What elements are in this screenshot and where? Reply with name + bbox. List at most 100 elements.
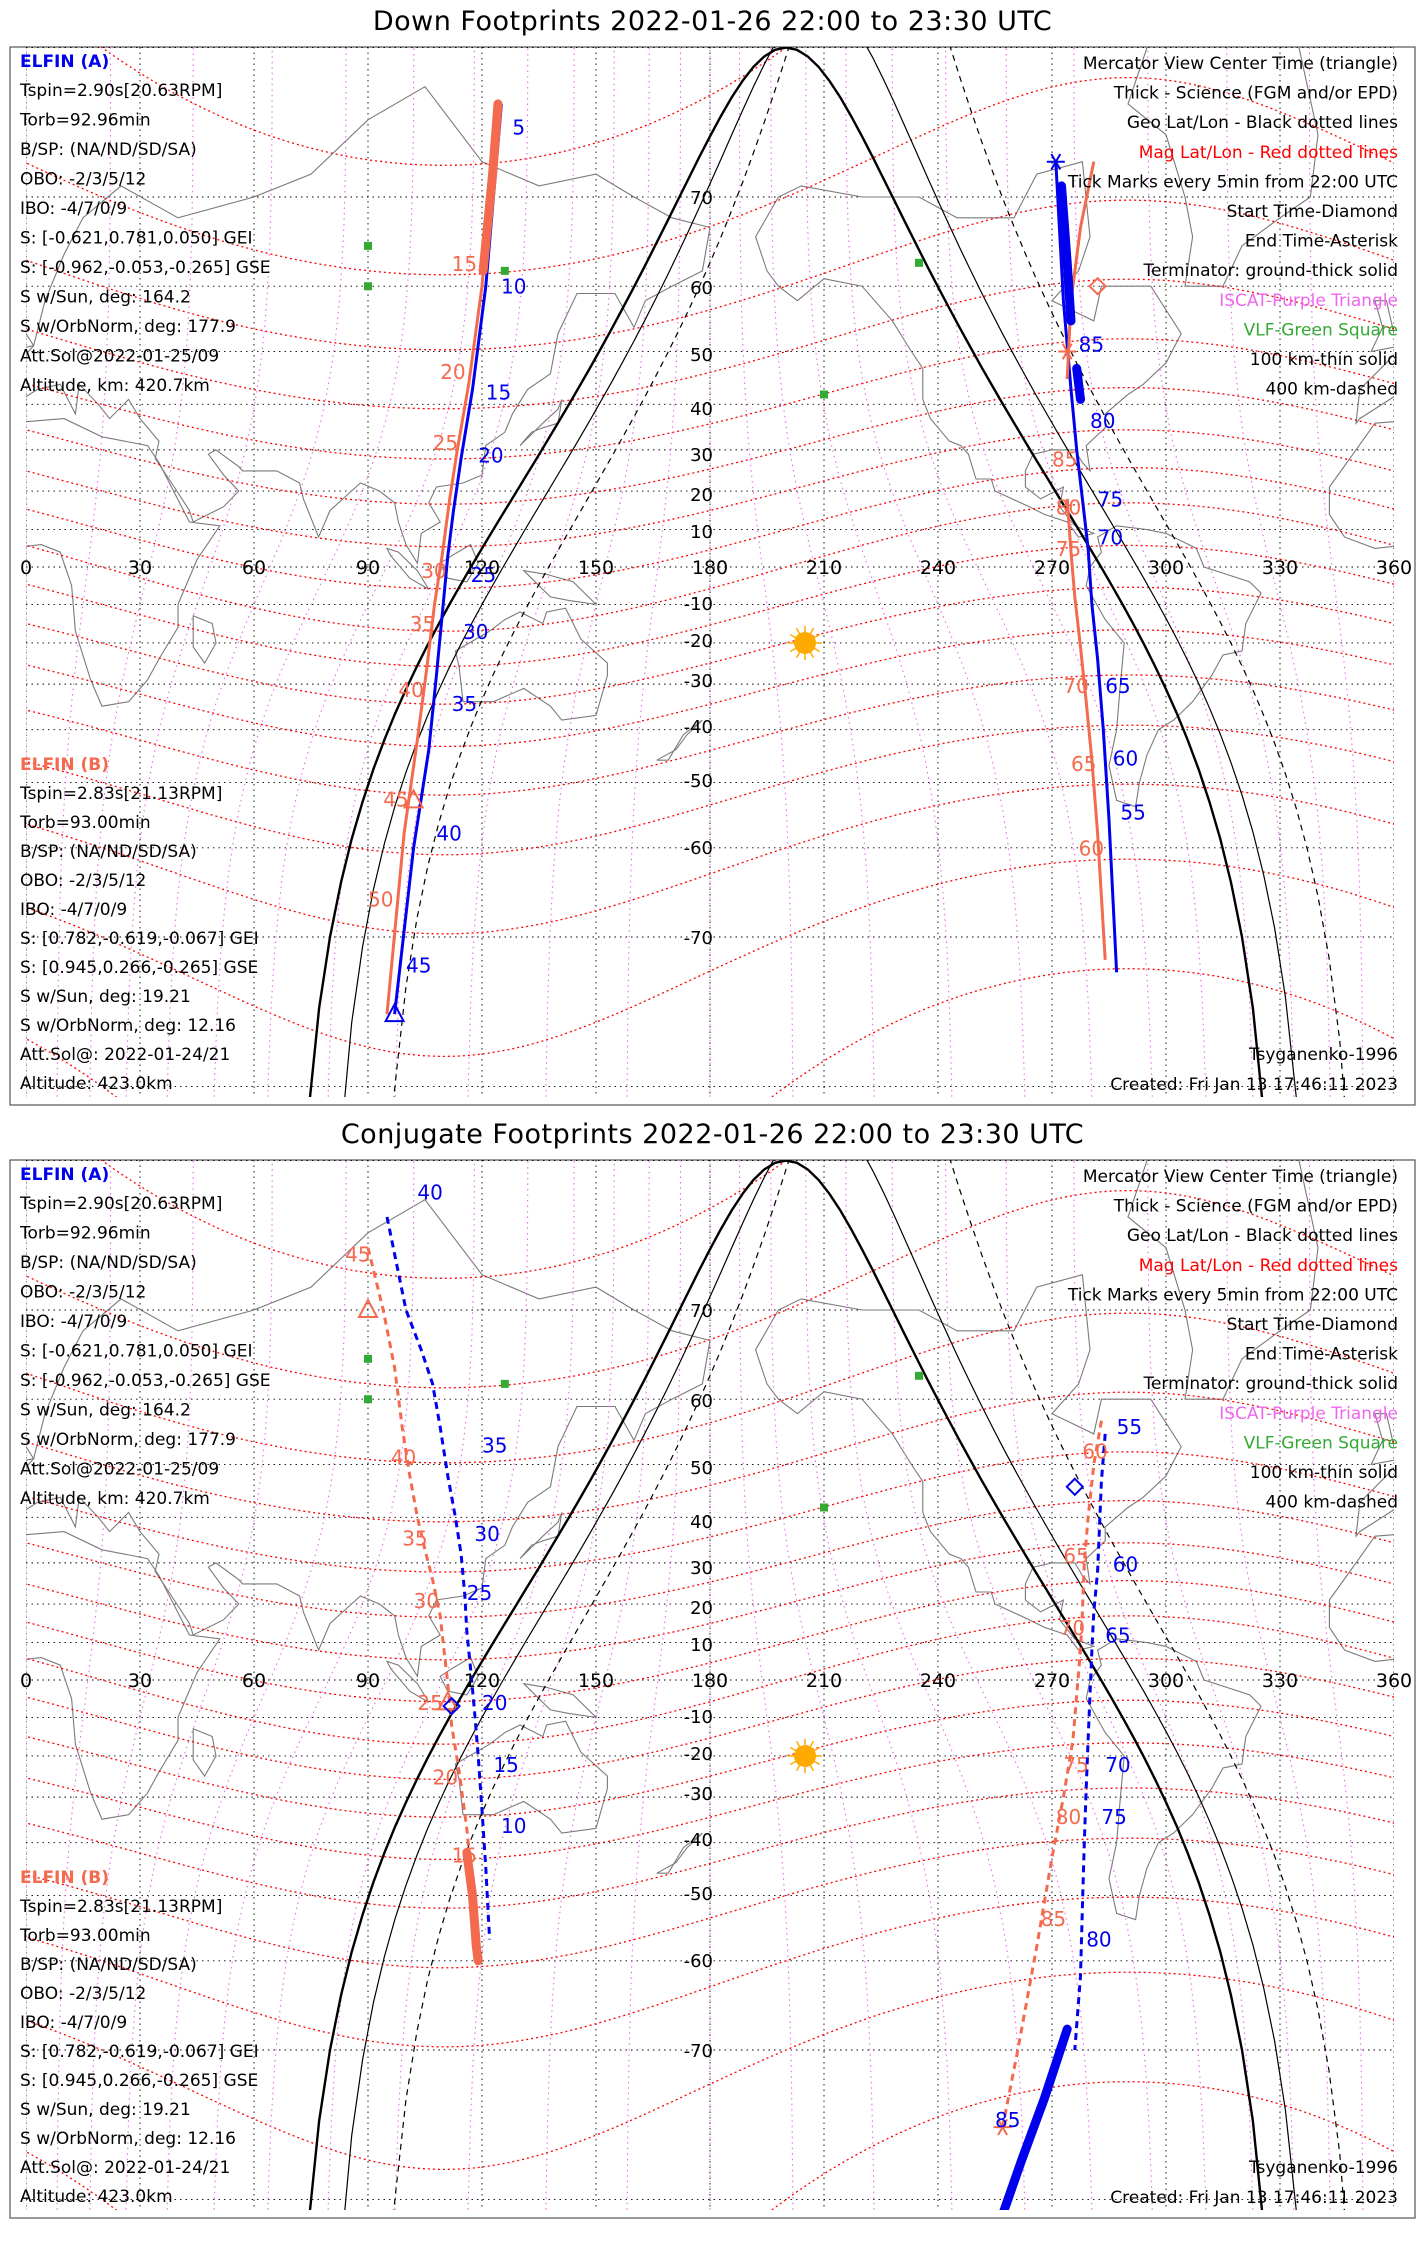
elfin-a-info-line: IBO: -4/7/0/9 [20,1312,127,1332]
elfin-a-info-line: OBO: -2/3/5/12 [20,170,146,190]
track-time-label: 60 [1082,1440,1107,1464]
elfin-a-info-line: S w/OrbNorm, deg: 177.9 [20,1430,236,1450]
down-footprints-panel: Down Footprints 2022-01-26 22:00 to 23:3… [0,0,1425,1113]
legend-line: 400 km-dashed [1266,380,1398,400]
elfin-b-info-line: S: [0.945,0.266,-0.265] GSE [20,2071,258,2091]
coastline [26,331,35,348]
coastline [26,418,221,707]
elfin-a-info-line: Att.Sol@2022-01-25/09 [20,1460,219,1480]
vlf-station-marker [500,1379,509,1388]
longitude-tick-label: 180 [692,1670,728,1692]
mag-parallel [26,544,1394,668]
vlf-station-marker [364,1354,372,1363]
legend-line: 100 km-thin solid [1250,350,1398,370]
elfin-b-info-line: OBO: -2/3/5/12 [20,1984,146,2004]
terminator-100km [344,47,1297,1097]
down-footprints-map: 5 10 15 20 25 30 35 40 45 55 60 65 70 75 80 85 15 20 25 30 3… [9,46,1416,1106]
latitude-tick-label: -30 [684,671,713,692]
elfin-a-info-line: S: [-0.962,-0.053,-0.265] GSE [20,258,271,278]
latitude-tick-label: -40 [684,717,713,738]
elfin-b-info-line: S w/OrbNorm, deg: 12.16 [20,1016,236,1036]
elfin-b-info-line: Torb=93.00min [19,1926,151,1946]
terminator [308,1160,1345,2210]
coastline [454,1720,608,1834]
vlf-station-marker [915,258,923,267]
sun-disk [794,631,816,654]
elfin-b-track [1001,1420,1103,2128]
elfin-a-info-line: S: [-0.621,0.781,0.050] GEI [20,1342,252,1362]
mag-parallel [26,629,1394,748]
elfin-a-info-line: S: [-0.962,-0.053,-0.265] GSE [20,1371,271,1391]
sun-icon [788,1738,822,1773]
legend-line: Thick - Science (FGM and/or EPD) [1113,1197,1398,1217]
mag-meridian [805,1160,953,2210]
elfin-a-info-line: S w/OrbNorm, deg: 177.9 [20,317,236,337]
mag-parallel [26,1579,1394,1703]
elfin-a-info-line: Altitude, km: 420.7km [20,1489,210,1509]
track-time-label: 80 [1056,1805,1081,1829]
track-time-label: 65 [1071,752,1096,776]
mag-parallel [26,1499,1394,1618]
mag-meridian [89,1160,194,2210]
longitude-tick-label: 240 [920,1670,956,1692]
elfin-b-info-line: Att.Sol@: 2022-01-24/21 [20,2158,230,2178]
vlf-station-marker [915,1371,923,1380]
latitude-tick-label: -50 [684,1884,713,1905]
elfin-b-info-line: IBO: -4/7/0/9 [20,2013,127,2033]
track-time-label: 45 [345,1243,370,1267]
track-time-label: 65 [1105,674,1130,698]
elfin-b-info-line: Altitude: 423.0km [20,1074,173,1094]
track-time-label: 35 [482,1434,507,1458]
coastline [519,1512,563,1559]
elfin-a-info-line: S w/Sun, deg: 164.2 [20,288,191,308]
legend-line: Mercator View Center Time (triangle) [1083,1167,1398,1187]
mag-meridians [26,1160,1364,2210]
legend-line: VLF-Green Square [1244,1433,1398,1453]
mag-parallel [26,1312,1394,1464]
elfin-b-info-line: S w/OrbNorm, deg: 12.16 [20,2129,236,2149]
track-time-label: 25 [467,1581,492,1605]
mag-meridian [166,1160,347,2210]
coastline [26,85,711,565]
track-time-label: 75 [1056,537,1081,561]
latitude-tick-label: -10 [684,594,713,615]
longitude-tick-label: 120 [464,1670,500,1692]
latitude-tick-label: -60 [684,838,713,859]
mag-parallel [26,1451,1394,1573]
track-time-label: 30 [463,620,488,644]
elfin-a-info-line: Torb=92.96min [19,111,151,131]
track-time-label: 70 [1060,1616,1085,1640]
mag-parallel [26,1391,1394,1523]
track-time-label: 20 [433,1765,458,1789]
latitude-tick-label: -20 [684,1744,713,1765]
map-plot-area: 40 35 30 25 20 15 10 55 60 65 70 75 80 85 45 40 35 30 25 20… [26,1160,1394,2210]
latitude-tick-label: 70 [690,1301,713,1322]
mag-meridian [1226,1160,1331,2210]
asterisk-stroke [1061,343,1073,360]
mag-parallel [26,783,1394,935]
longitude-tick-label: 270 [1034,557,1070,579]
latitude-tick-label: -10 [684,1707,713,1728]
mag-meridian [467,1160,615,2210]
elfin-b-info-line: Tspin=2.83s[21.13RPM] [19,784,222,804]
coastline [385,547,430,590]
mag-grid [26,1160,1394,2210]
elfin-b-info-line: IBO: -4/7/0/9 [20,900,127,920]
longitude-tick-label: 150 [578,557,614,579]
elfin-b-science-segment [462,1848,483,1966]
elfin-a-info-line: IBO: -4/7/0/9 [20,199,127,219]
mag-parallel [26,1742,1394,1861]
elfin-b-track [1065,498,1107,960]
mag-meridian [89,47,194,1097]
track-time-label: 55 [1117,1415,1142,1439]
track-time-label: 25 [417,1691,442,1715]
conjugate-footprints-panel: Conjugate Footprints 2022-01-26 22:00 to… [0,1113,1425,2226]
track-time-label: 30 [474,1522,499,1546]
latitude-tick-label: -20 [684,631,713,652]
track-time-label: 85 [1079,333,1104,357]
longitude-tick-label: 60 [242,1670,266,1692]
latitude-tick-label: -70 [684,928,713,949]
mag-meridian [845,1160,1026,2210]
elfin-b-info-line: Tspin=2.83s[21.13RPM] [19,1897,222,1917]
track-time-label: 80 [1090,409,1115,433]
